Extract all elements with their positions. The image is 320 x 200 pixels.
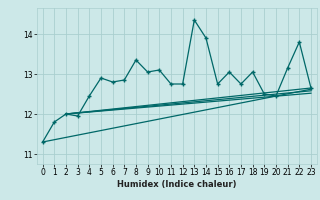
X-axis label: Humidex (Indice chaleur): Humidex (Indice chaleur) (117, 180, 236, 189)
